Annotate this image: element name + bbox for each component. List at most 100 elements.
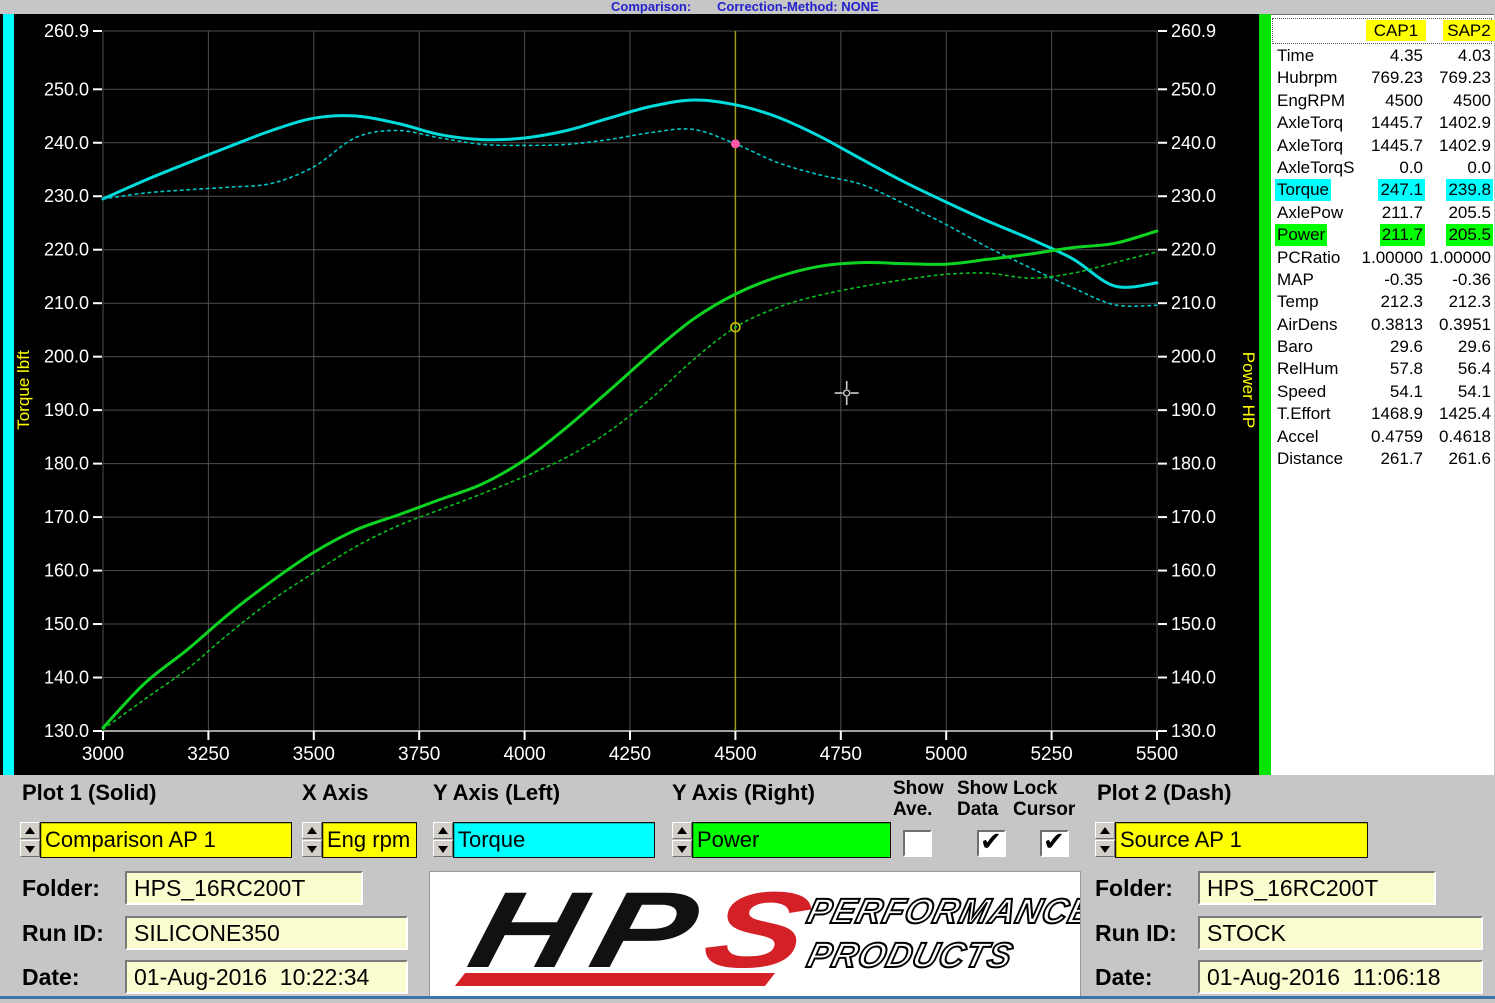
row-value: 4.35 [1389,46,1423,65]
spinner-down-icon[interactable] [433,840,453,857]
row-label: Speed [1277,381,1327,401]
row-label: Power [1275,224,1328,247]
row-value: 247.1 [1378,179,1425,202]
yaxis-left-select[interactable]: Torque [453,822,655,858]
data-row: PCRatio 1.00000 1.00000 [1273,247,1493,269]
show-data-label: Show Data [957,778,1008,820]
y-left-tick-label: 240.0 [44,133,89,153]
row-value: 211.7 [1379,224,1425,247]
yaxis-left-spinner[interactable] [433,822,453,858]
spinner-up-icon[interactable] [302,822,322,839]
row-value: 1425.4 [1439,404,1491,424]
comparison-label: Comparison: [611,0,692,14]
row-label: Torque [1275,179,1331,202]
show-ave-checkbox[interactable] [903,830,932,857]
x-tick-label: 4500 [714,744,756,765]
show-data-checkbox[interactable]: ✔ [977,826,1006,857]
crosshair-cursor-icon [843,389,851,397]
y-left-tick-label: 190.0 [44,400,89,420]
checkmark-icon: ✔ [1043,826,1065,856]
spinner-down-icon[interactable] [302,840,322,857]
row-value: 261.7 [1380,449,1423,469]
data-row: Distance 261.7 261.6 [1273,448,1493,470]
cursor-marker-dot [730,139,740,149]
y-right-tick-label: 160.0 [1171,561,1216,581]
chart-canvas[interactable]: 260.9 250.0 240.0 230.0 220.0 210.0 200.0 190.0… [0,14,1271,775]
spinner-up-icon[interactable] [433,822,453,839]
chart-panel: 260.9 250.0 240.0 230.0 220.0 210.0 200.0 190.0… [0,14,1271,775]
y-left-tick-label: 250.0 [44,79,89,99]
data-readout-panel: CAP1 SAP2 Time 4.35 4.03 Hubrpm 769.23 769.23… [1271,14,1495,775]
date-field-right[interactable]: 01-Aug-2016 11:06:18 [1198,960,1483,994]
spinner-down-icon[interactable] [20,840,40,857]
x-tick-label: 5500 [1136,744,1178,765]
y-right-tick-label: 220.0 [1171,240,1216,260]
data-row: Accel 0.4759 0.4618 [1273,426,1493,448]
runid-label-right: Run ID: [1095,920,1177,946]
row-label: T.Effort [1277,404,1331,424]
spinner-up-icon[interactable] [20,822,40,839]
row-label: AxleTorq [1277,135,1344,155]
x-tick-label: 3500 [293,744,335,765]
row-value: 1445.7 [1371,135,1423,155]
data-row: Time 4.35 4.03 [1273,45,1493,67]
data-row: AxlePow 211.7 205.5 [1273,202,1493,224]
folder-label-right: Folder: [1095,875,1173,901]
date-field-left[interactable]: 01-Aug-2016 10:22:34 [125,960,408,994]
plot1-spinner[interactable] [20,822,40,858]
row-value: 0.3813 [1371,314,1423,334]
plot1-select[interactable]: Comparison AP 1 [40,822,292,858]
left-axis-color-stripe [3,14,14,775]
y-left-tick-label: 230.0 [44,186,89,206]
row-value: 239.8 [1446,179,1493,202]
plot2-select[interactable]: Source AP 1 [1115,822,1368,858]
show-ave-label: Show Ave. [893,778,944,820]
spinner-down-icon[interactable] [672,840,692,857]
row-label: Accel [1277,426,1319,446]
spinner-up-icon[interactable] [672,822,692,839]
row-value: -0.36 [1452,269,1491,289]
row-value: 29.6 [1389,337,1423,357]
runid-field-right[interactable]: STOCK [1198,916,1483,950]
data-rows: Time 4.35 4.03 Hubrpm 769.23 769.23 EngRPM 4500… [1273,45,1493,470]
lock-cursor-checkbox[interactable]: ✔ [1040,826,1069,857]
row-label: Baro [1277,337,1313,357]
row-value: 769.23 [1439,68,1491,88]
row-label: Distance [1277,449,1344,469]
y-left-axis-title: Torque lbft [14,350,33,430]
spinner-up-icon[interactable] [1095,822,1115,839]
row-value: 29.6 [1457,337,1491,357]
row-value: 57.8 [1389,359,1423,379]
row-value: 212.3 [1380,292,1423,312]
row-value: 205.5 [1448,202,1491,222]
x-tick-label: 5250 [1030,744,1072,765]
folder-field-right[interactable]: HPS_16RC200T [1198,871,1436,905]
y-left-tick-label: 150.0 [44,614,89,634]
logo-products-text: PRODUCTS [802,935,1018,976]
logo-hps-text: HPS [458,871,837,990]
lock-cursor-label: Lock Cursor [1013,778,1076,820]
yaxis-right-spinner[interactable] [672,822,692,858]
row-label: AxleTorq [1277,113,1344,133]
row-label: AxlePow [1277,202,1344,222]
row-label: MAP [1277,269,1314,289]
runid-field-left[interactable]: SILICONE350 [125,916,408,950]
series-dash-curve [102,251,1158,731]
plot2-spinner[interactable] [1095,822,1115,858]
xaxis-spinner[interactable] [302,822,322,858]
row-value: 1402.9 [1439,113,1491,133]
folder-field-left[interactable]: HPS_16RC200T [125,871,363,905]
data-row: T.Effort 1468.9 1425.4 [1273,403,1493,425]
row-value: 212.3 [1448,292,1491,312]
xaxis-select[interactable]: Eng rpm [322,822,417,858]
spinner-down-icon[interactable] [1095,840,1115,857]
hps-logo: HPS PERFORMANCE PRODUCTS [429,871,1081,997]
y-left-tick-label: 260.9 [44,21,89,41]
row-label: Hubrpm [1277,68,1338,88]
plot1-label: Plot 1 (Solid) [22,780,157,805]
yaxis-right-select[interactable]: Power [692,822,891,858]
data-row: Power 211.7 205.5 [1273,224,1493,247]
xaxis-label: X Axis [302,780,369,805]
checkmark-icon: ✔ [980,826,1002,856]
